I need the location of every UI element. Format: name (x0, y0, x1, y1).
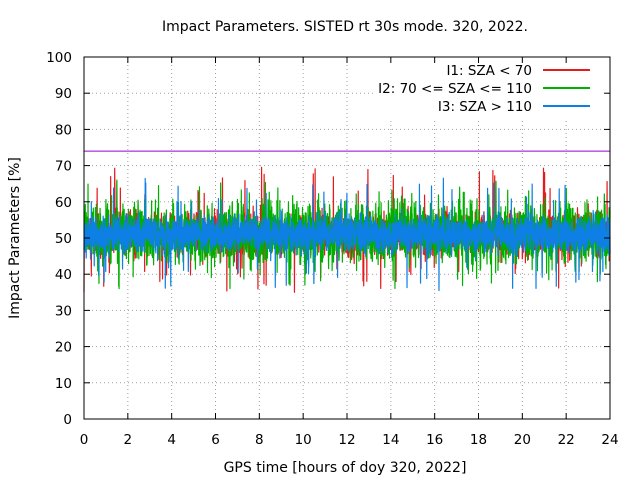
x-tick-label: 20 (514, 432, 531, 448)
x-axis-label: GPS time [hours of doy 320, 2022] (224, 460, 467, 476)
y-tick-label: 0 (63, 412, 72, 428)
x-tick-label: 2 (124, 432, 133, 448)
y-tick-label: 90 (55, 86, 72, 102)
series-layer (83, 166, 611, 293)
axis-ticks: 0 2 4 6 8 10 12 14 16 18 20 22 240102030405060708090… (46, 50, 618, 448)
legend: I1: SZA < 70 I2: 70 <= SZA <= 110 I3: SZ… (378, 63, 590, 115)
x-tick-label: 18 (470, 432, 487, 448)
chart-title: Impact Parameters. SISTED rt 30s mode. 3… (162, 19, 528, 35)
y-tick-label: 20 (55, 340, 72, 356)
y-tick-label: 10 (55, 376, 72, 392)
x-tick-label: 4 (167, 432, 176, 448)
y-tick-label: 50 (55, 231, 72, 247)
x-tick-label: 10 (295, 432, 312, 448)
x-tick-label: 14 (382, 432, 399, 448)
legend-label-i2: I2: 70 <= SZA <= 110 (378, 81, 532, 97)
y-tick-label: 70 (55, 159, 72, 175)
legend-label-i3: I3: SZA > 110 (438, 99, 532, 115)
x-tick-label: 22 (558, 432, 575, 448)
y-tick-label: 100 (46, 50, 72, 66)
x-tick-label: 0 (80, 432, 89, 448)
y-axis-label: Impact Parameters [%] (7, 157, 23, 319)
x-tick-label: 24 (601, 432, 618, 448)
y-tick-label: 80 (55, 122, 72, 138)
x-tick-label: 12 (338, 432, 355, 448)
y-tick-label: 40 (55, 267, 72, 283)
x-tick-label: 16 (426, 432, 443, 448)
series-line-i3 (83, 177, 611, 292)
legend-label-i1: I1: SZA < 70 (446, 63, 532, 79)
y-tick-label: 30 (55, 303, 72, 319)
y-tick-label: 60 (55, 195, 72, 211)
x-tick-label: 6 (211, 432, 220, 448)
x-tick-label: 8 (255, 432, 264, 448)
